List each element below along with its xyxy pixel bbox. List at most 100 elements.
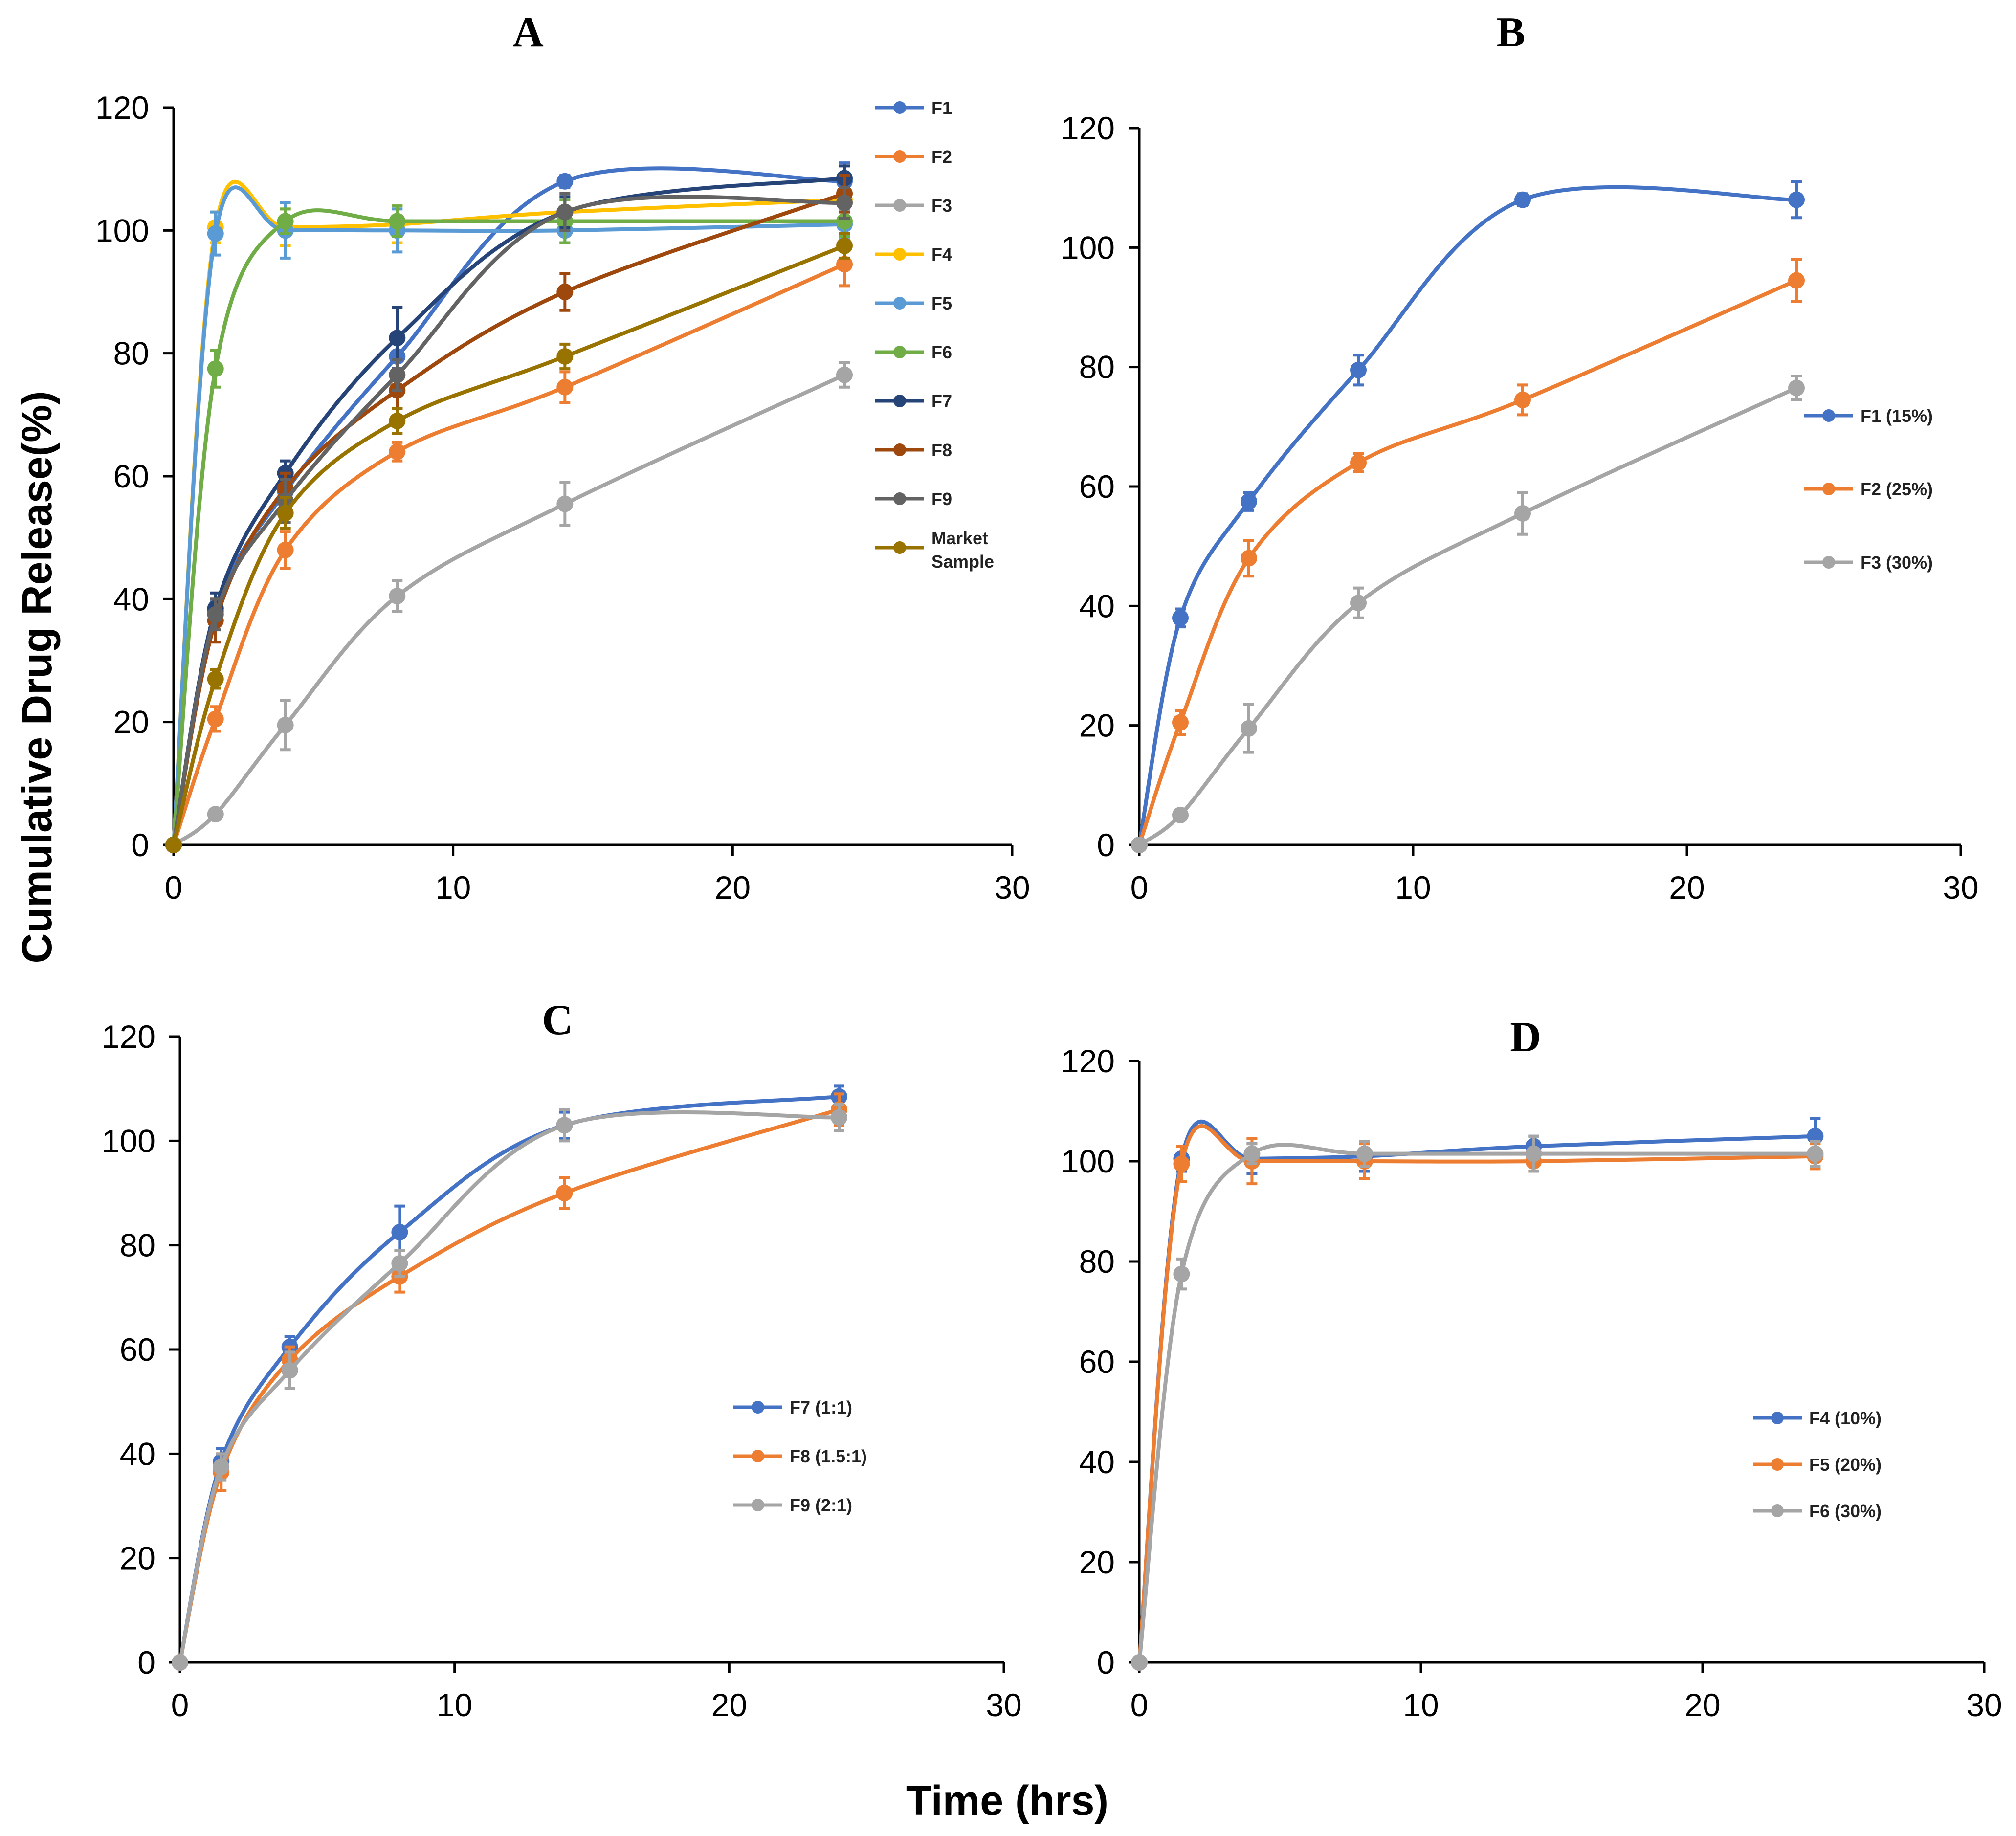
data-point (556, 173, 574, 190)
legend-item: F3 (30%) (1804, 553, 1933, 573)
x-tick-label: 20 (1684, 1687, 1720, 1723)
y-tick-label: 40 (1079, 588, 1115, 624)
legend-item: F8 (875, 440, 952, 460)
x-tick-label: 20 (715, 869, 751, 906)
data-point (556, 1185, 573, 1201)
data-point (389, 213, 406, 230)
legend-swatch-marker (752, 1499, 764, 1511)
legend-swatch-marker (752, 1450, 764, 1462)
data-point (1172, 609, 1189, 626)
series-line (172, 373, 845, 847)
legend-item: F8 (1.5:1) (733, 1446, 867, 1466)
x-tick-label: 0 (1130, 869, 1149, 906)
series-line (1137, 1124, 1816, 1663)
legend-swatch-marker (893, 101, 906, 114)
panel-B: B 0 20 40 60 80 100 120 0 10 20 30 F1 (15%) F2 (25%) F… (1061, 9, 1979, 906)
data-point (281, 1362, 298, 1379)
legend-label: Market Sample (931, 528, 994, 572)
panel-C: C 0 20 40 60 80 100 120 0 10 20 30 F7 (1:1) F8 (1.5:1… (102, 996, 1022, 1723)
data-point (277, 213, 294, 230)
legend-swatch-marker (1771, 1412, 1784, 1424)
legend-label: F1 (931, 98, 952, 118)
legend-label: F1 (15%) (1861, 406, 1933, 426)
legend-swatch-marker (893, 443, 906, 456)
series-line (1137, 278, 1797, 846)
legend-swatch-marker (893, 199, 906, 212)
data-point (389, 443, 406, 460)
y-tick-label: 100 (102, 1123, 155, 1159)
data-point (391, 1255, 408, 1272)
y-tick-label: 40 (1079, 1444, 1115, 1480)
series-line (172, 192, 845, 845)
legend-item: F6 (30%) (1753, 1501, 1882, 1521)
y-tick-label: 120 (95, 89, 149, 126)
x-tick-label: 10 (1403, 1687, 1439, 1723)
y-tick-label: 100 (1061, 229, 1115, 265)
y-tick-label: 80 (1079, 1243, 1115, 1280)
y-tick-label: 100 (1061, 1143, 1115, 1179)
legend-swatch-marker (893, 346, 906, 358)
x-tick-label: 0 (165, 869, 183, 906)
x-tick-label: 30 (1943, 869, 1978, 906)
data-point (207, 806, 224, 823)
data-point (1788, 272, 1805, 289)
data-point (556, 378, 574, 396)
data-point (1350, 361, 1367, 378)
y-tick-label: 80 (120, 1227, 155, 1263)
x-tick-label: 10 (1395, 869, 1431, 906)
y-tick-label: 80 (113, 335, 149, 372)
series-line (172, 208, 844, 845)
y-tick-label: 60 (120, 1331, 155, 1368)
series-f1-15- (1131, 180, 1805, 853)
data-point (1241, 493, 1257, 510)
legend-item: F1 (15%) (1804, 406, 1933, 426)
x-tick-label: 30 (986, 1687, 1021, 1723)
y-tick-label: 120 (1061, 110, 1115, 146)
legend-label: F5 (931, 293, 952, 313)
legend-item: F4 (875, 244, 952, 265)
legend-label: F4 (931, 244, 952, 265)
panel-D: D 0 20 40 60 80 100 120 0 10 20 30 F4 (10%) F5 (20%) F… (1061, 1014, 2002, 1723)
data-point (389, 366, 406, 383)
data-point (556, 284, 574, 300)
x-tick-label: 20 (711, 1687, 747, 1723)
legend-swatch-marker (1822, 483, 1835, 495)
legend-item: F4 (10%) (1753, 1408, 1882, 1428)
series-f3 (165, 361, 853, 853)
series-line (178, 1094, 840, 1663)
series-f8 (165, 174, 853, 853)
legend-item: F2 (875, 147, 952, 167)
legend-label: F7 (1:1) (790, 1397, 852, 1417)
legend-label: F2 (931, 147, 952, 167)
legend-label: F8 (1.5:1) (790, 1446, 867, 1466)
legend-item: F3 (875, 196, 952, 216)
series-line (172, 166, 845, 845)
data-point (207, 606, 224, 623)
legend-swatch-marker (893, 150, 906, 163)
series-line (172, 262, 845, 846)
series-line (1137, 185, 1797, 845)
data-point (1350, 595, 1367, 612)
y-tick-label: 80 (1079, 349, 1115, 385)
data-point (836, 237, 853, 254)
data-point (831, 1109, 847, 1126)
data-point (207, 225, 224, 242)
y-tick-label: 0 (131, 827, 149, 863)
legend-swatch-marker (1822, 556, 1835, 569)
data-point (1173, 1265, 1190, 1283)
data-point (277, 505, 294, 522)
data-point (1514, 505, 1531, 522)
legend-label: F6 (30%) (1809, 1501, 1882, 1521)
data-point (213, 1459, 230, 1475)
data-point (1172, 714, 1189, 731)
legend-item: F2 (25%) (1804, 479, 1933, 499)
series-f2 (165, 241, 853, 853)
data-point (1241, 720, 1257, 737)
x-tick-label: 0 (1130, 1687, 1149, 1723)
x-tick-label: 10 (435, 869, 471, 906)
y-tick-label: 20 (1079, 1544, 1115, 1580)
series-line (172, 176, 845, 845)
data-point (556, 495, 574, 512)
series-line (1137, 1143, 1816, 1663)
legend-swatch-marker (893, 248, 906, 261)
